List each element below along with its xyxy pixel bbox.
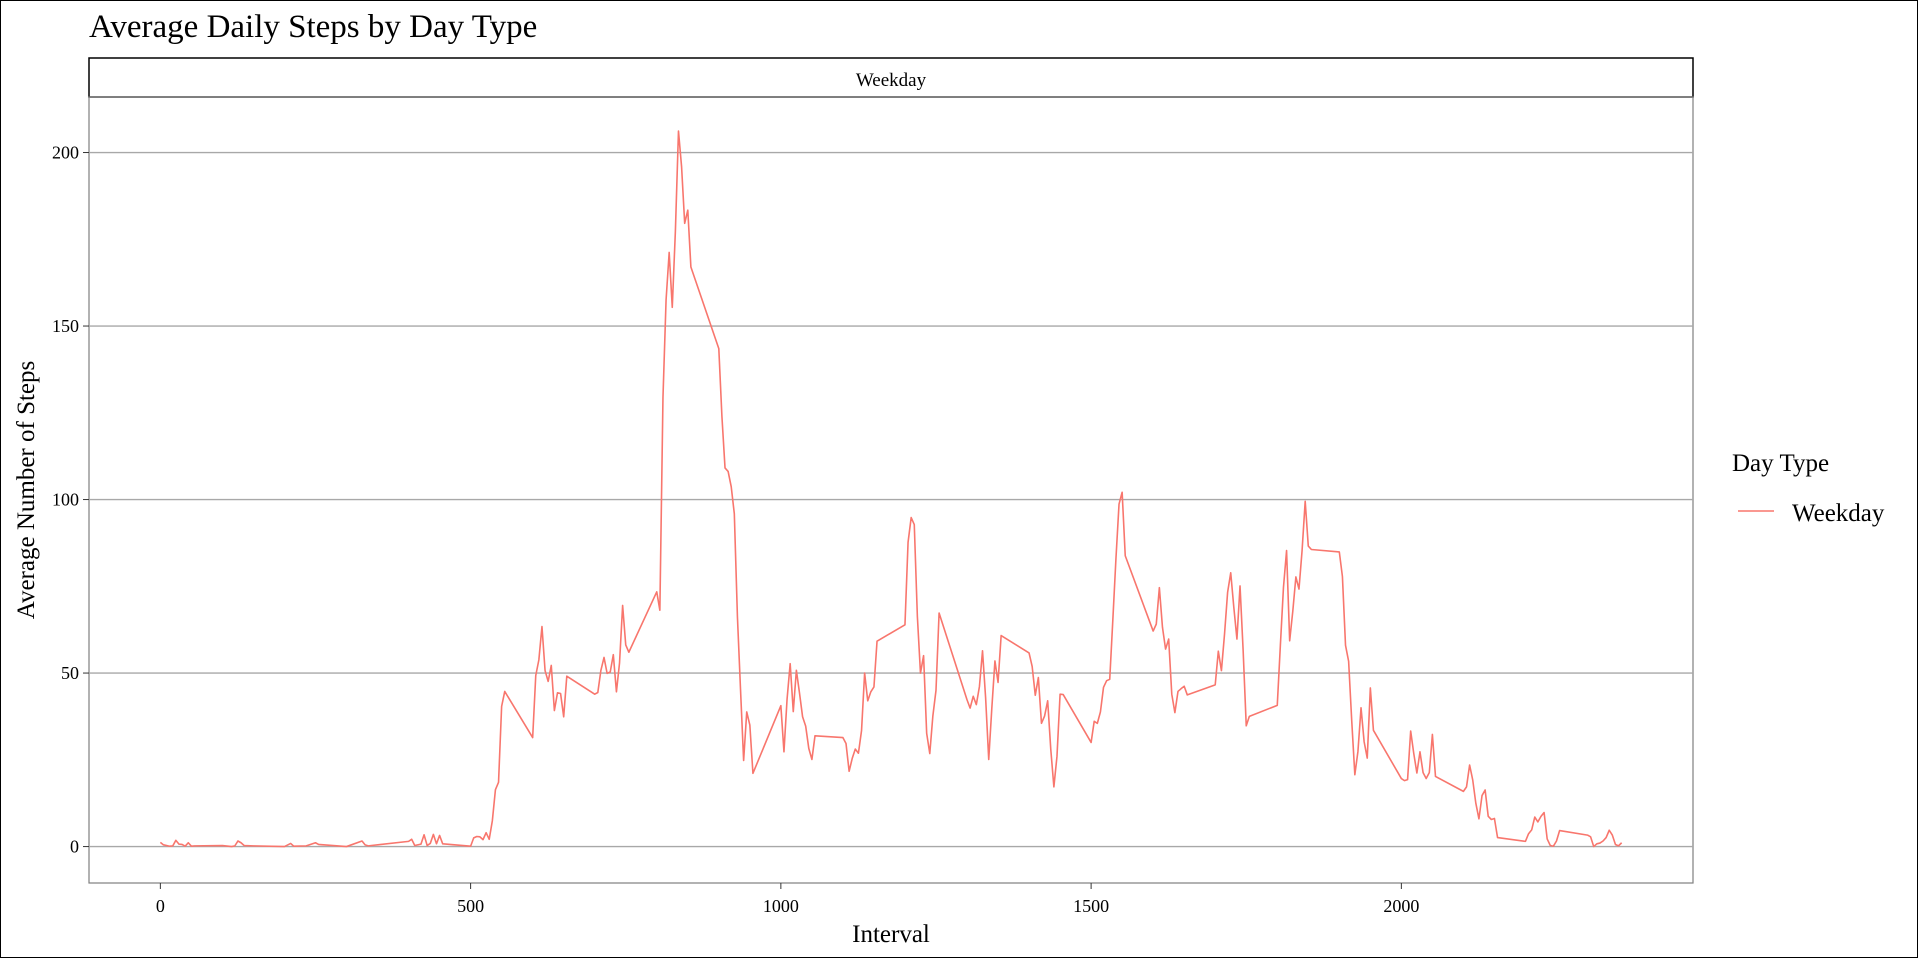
y-tick-label: 100 xyxy=(52,490,79,510)
facet-label: Weekday xyxy=(856,70,927,91)
x-tick-label: 2000 xyxy=(1383,896,1419,916)
y-tick-label: 50 xyxy=(61,663,79,683)
gridlines xyxy=(89,151,1693,848)
x-tick-label: 500 xyxy=(457,896,484,916)
y-axis: 0 50 100 150 200 xyxy=(52,143,89,857)
series-layer xyxy=(159,130,1623,848)
chart-title: Average Daily Steps by Day Type xyxy=(89,9,537,45)
x-axis: 0 500 1000 1500 2000 xyxy=(156,883,1419,916)
series-line-weekday xyxy=(159,130,1623,848)
y-tick-label: 150 xyxy=(52,316,79,336)
x-axis-label: Interval xyxy=(852,921,930,948)
x-tick-label: 1500 xyxy=(1073,896,1109,916)
x-tick-label: 1000 xyxy=(763,896,799,916)
legend-entry-weekday: Weekday xyxy=(1792,500,1885,527)
x-tick-label: 0 xyxy=(156,896,165,916)
panel-border xyxy=(88,96,1694,884)
y-tick-label: 0 xyxy=(70,837,79,857)
legend: Day Type Weekday xyxy=(1732,450,1885,527)
y-axis-label: Average Number of Steps xyxy=(13,361,40,619)
legend-title: Day Type xyxy=(1732,450,1829,477)
y-tick-label: 200 xyxy=(52,143,79,163)
